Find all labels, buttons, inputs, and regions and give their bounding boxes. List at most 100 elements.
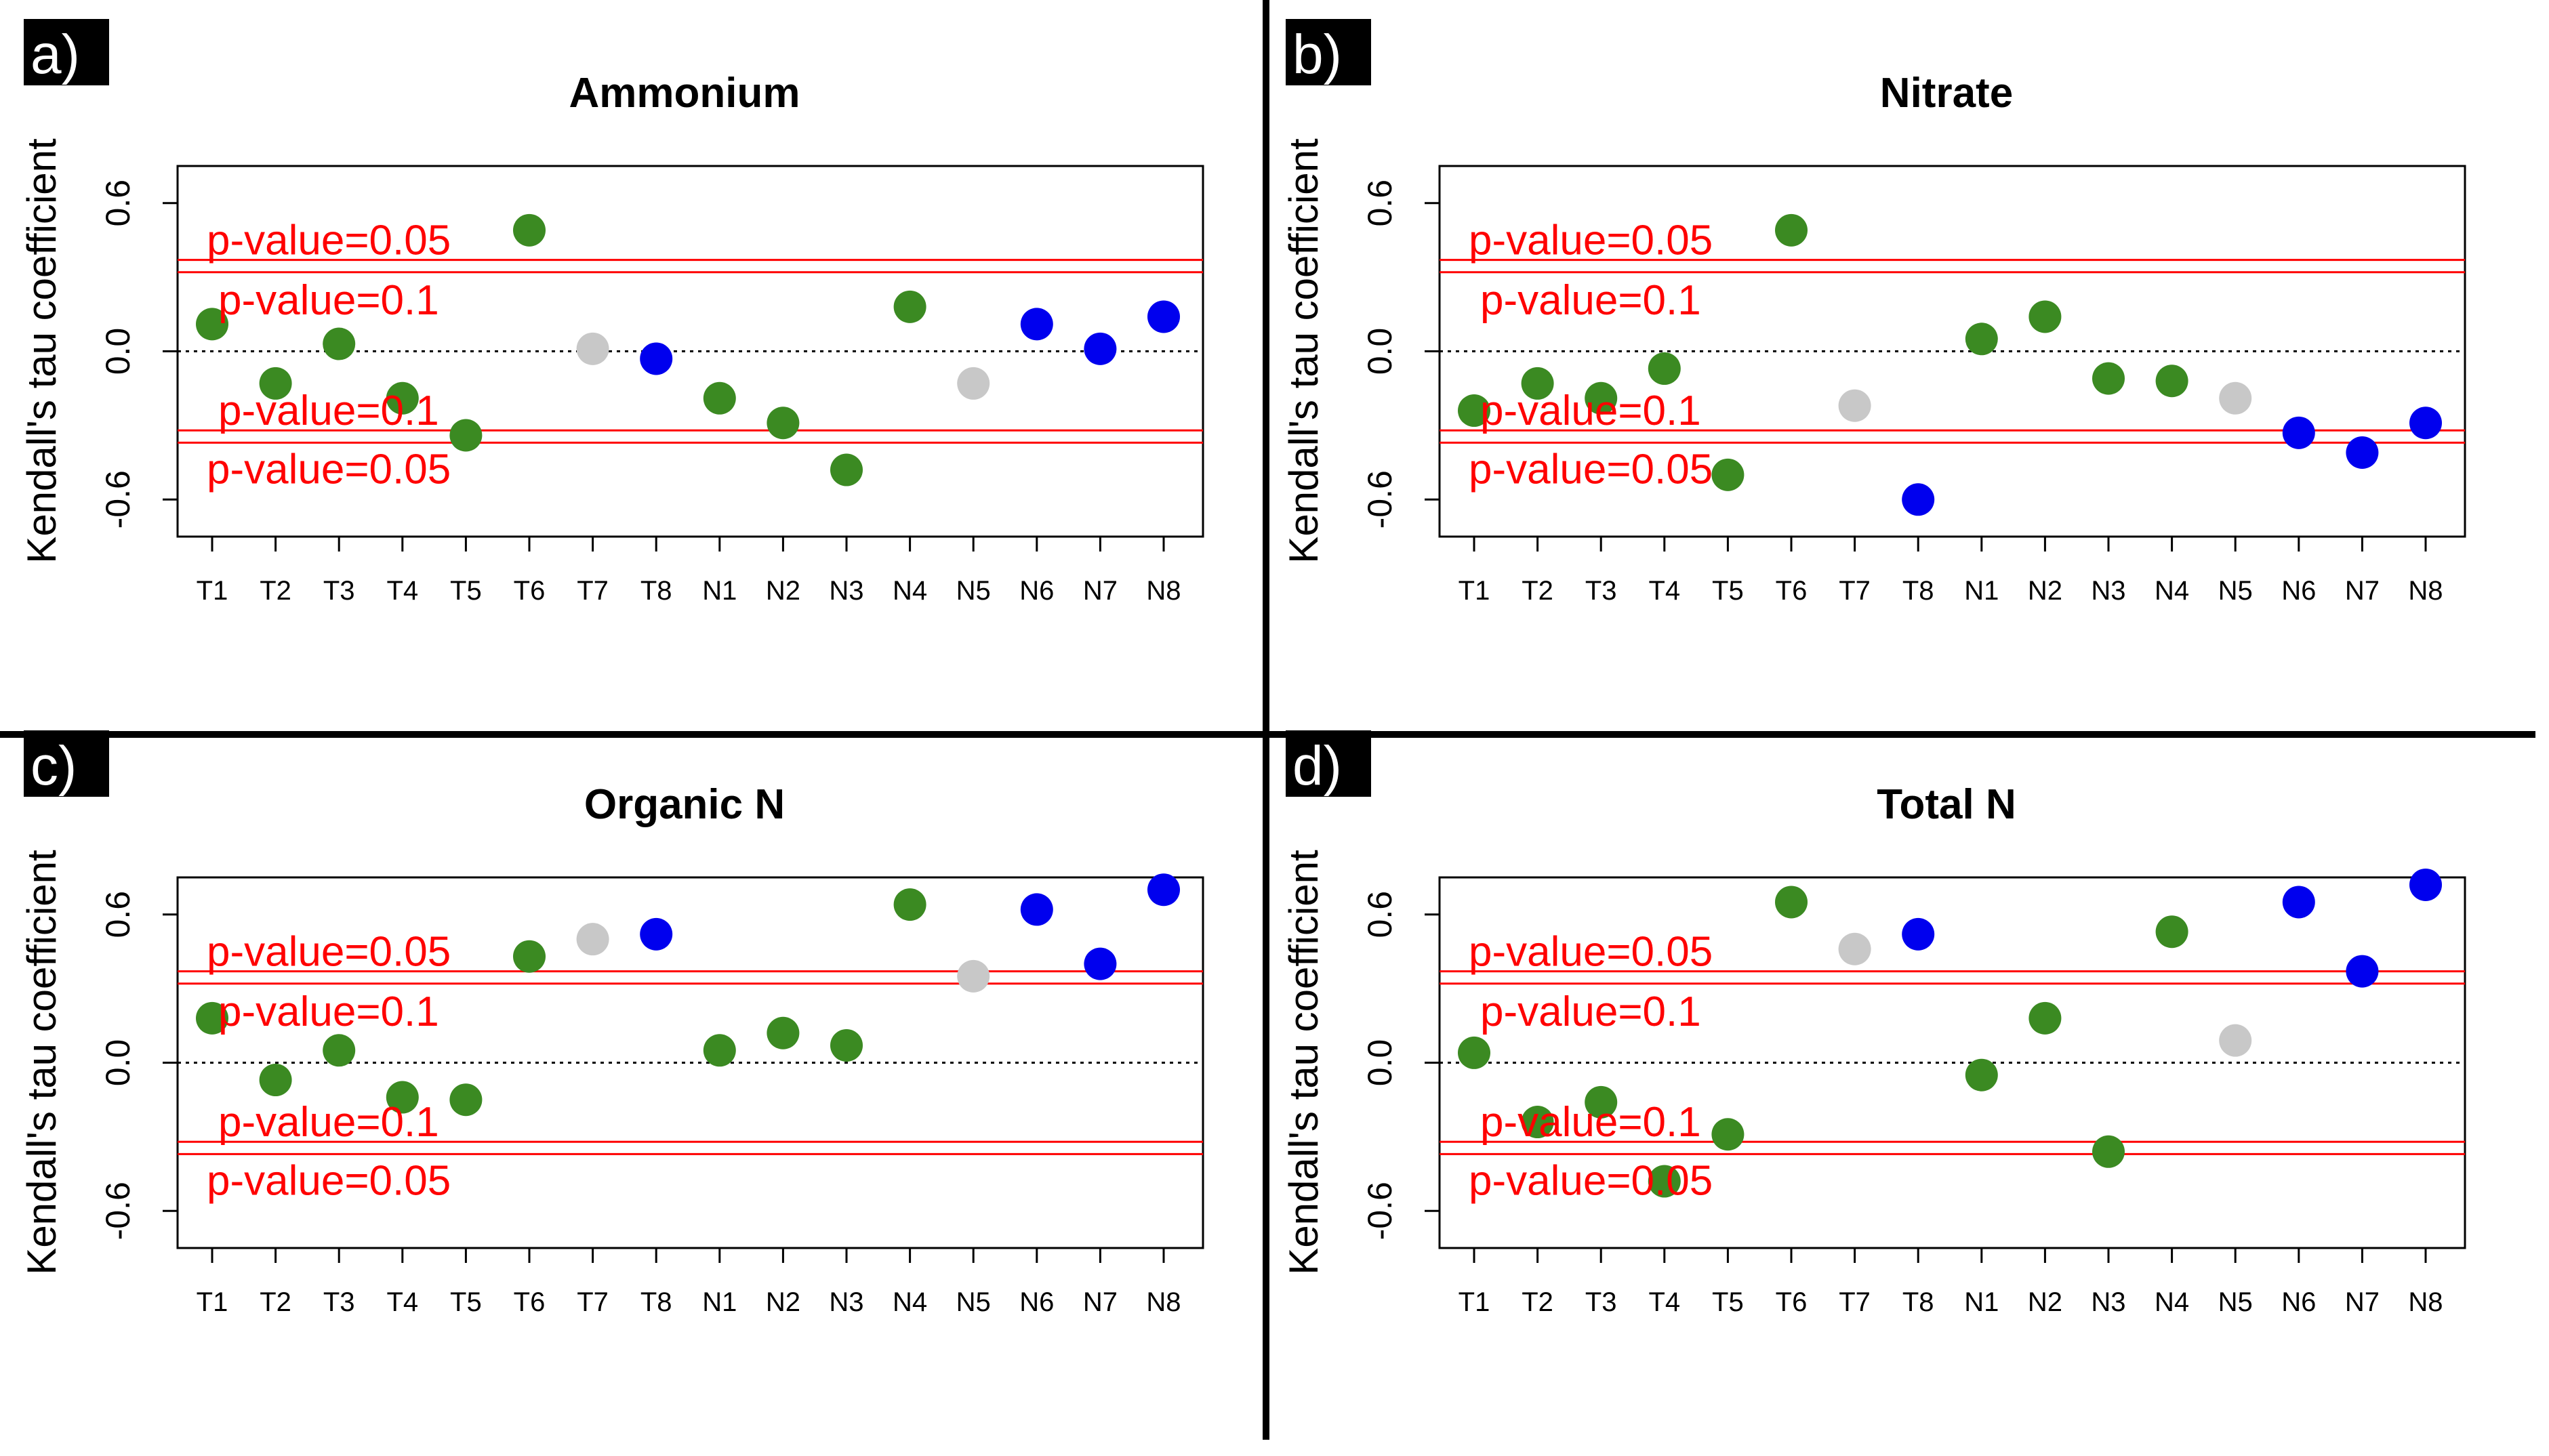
data-point-T3: [323, 1034, 356, 1067]
y-tick-label: 0.0: [99, 1039, 137, 1087]
panel-3: c) Organic N Kendall's tau coefficient -0.6…: [19, 730, 1204, 1317]
x-tick-label: N6: [1019, 1287, 1054, 1317]
y-tick-label: -0.6: [99, 1182, 137, 1240]
x-tick-label: T7: [577, 576, 609, 606]
x-tick-label: N4: [893, 1287, 927, 1317]
data-point-T7: [1838, 389, 1871, 422]
data-point-N4: [2155, 365, 2188, 398]
data-point-N4: [893, 888, 926, 921]
data-point-T7: [576, 332, 609, 365]
reference-line-label: p-value=0.05: [1469, 929, 1713, 976]
x-tick-label: N2: [766, 576, 800, 606]
reference-line-label: p-value=0.05: [207, 446, 451, 493]
data-point-N1: [1965, 1058, 1998, 1091]
data-point-N7: [1084, 332, 1117, 365]
panel-label: b): [1292, 24, 1342, 85]
data-point-N7: [2346, 436, 2379, 470]
x-tick-label: T6: [1776, 1287, 1808, 1317]
x-tick-label: T7: [577, 1287, 609, 1317]
x-tick-label: T1: [197, 1287, 228, 1317]
reference-line-label: p-value=0.05: [207, 217, 451, 264]
data-point-T4: [1648, 1165, 1681, 1198]
data-point-T4: [386, 381, 419, 415]
x-tick-label: N3: [829, 1287, 863, 1317]
x-tick-label: N2: [766, 1287, 800, 1317]
data-point-T7: [576, 923, 609, 956]
x-tick-label: T1: [1459, 1287, 1490, 1317]
data-point-N8: [2409, 868, 2442, 901]
data-point-T3: [323, 327, 356, 360]
x-tick-label: T3: [1585, 1287, 1617, 1317]
x-tick-label: N4: [2155, 1287, 2189, 1317]
reference-line-label: p-value=0.05: [1469, 446, 1713, 493]
data-point-T6: [1775, 886, 1808, 919]
data-point-T6: [1775, 213, 1808, 247]
x-tick-label: N2: [2028, 1287, 2062, 1317]
panel-label-box: [24, 19, 109, 85]
x-tick-label: T8: [1902, 1287, 1934, 1317]
panel-label-box: [1286, 19, 1371, 85]
data-point-T7: [1838, 932, 1871, 965]
chart-title: Total N: [1877, 781, 2016, 828]
x-tick-label: T3: [1585, 576, 1617, 606]
data-point-T8: [1902, 483, 1935, 516]
y-axis-label: Kendall's tau coefficient: [19, 138, 64, 564]
x-tick-label: N7: [1083, 1287, 1118, 1317]
reference-line-label: p-value=0.1: [1480, 388, 1701, 434]
reference-line-label: p-value=0.1: [1480, 1099, 1701, 1146]
data-point-N2: [767, 407, 800, 440]
y-tick-label: 0.0: [1361, 1039, 1399, 1087]
x-tick-label: T5: [1712, 1287, 1744, 1317]
reference-line-label: p-value=0.05: [1469, 1157, 1713, 1204]
x-tick-label: T4: [386, 576, 418, 606]
data-point-N3: [2092, 362, 2125, 395]
x-tick-label: N1: [702, 1287, 737, 1317]
x-tick-label: N5: [2218, 576, 2253, 606]
panel-label: d): [1292, 735, 1342, 797]
data-point-T2: [259, 367, 292, 400]
x-tick-label: T2: [260, 576, 291, 606]
x-tick-label: N3: [829, 576, 863, 606]
data-point-N3: [2092, 1135, 2125, 1168]
data-point-N8: [2409, 407, 2442, 440]
x-tick-label: T6: [514, 576, 546, 606]
x-tick-label: N1: [1964, 576, 1999, 606]
panel-label: c): [30, 735, 77, 797]
reference-line-label: p-value=0.05: [1469, 217, 1713, 264]
data-point-T1: [196, 1001, 228, 1035]
x-tick-label: T7: [1839, 576, 1871, 606]
data-point-N5: [957, 959, 990, 993]
data-point-T4: [386, 1081, 419, 1114]
x-tick-label: T8: [640, 576, 672, 606]
data-point-N1: [1965, 323, 1998, 356]
data-point-N1: [703, 1034, 736, 1067]
data-point-T5: [449, 419, 483, 452]
x-tick-label: N5: [956, 576, 991, 606]
data-point-N2: [767, 1016, 800, 1049]
data-point-N6: [2282, 416, 2315, 449]
y-tick-label: -0.6: [99, 470, 137, 528]
data-point-N7: [2346, 955, 2379, 988]
y-tick-label: -0.6: [1361, 470, 1399, 528]
data-point-N7: [1084, 947, 1117, 980]
data-point-N6: [2282, 886, 2315, 919]
reference-line-label: p-value=0.05: [207, 1157, 451, 1204]
x-tick-label: N6: [2281, 1287, 2316, 1317]
data-point-T5: [1711, 1118, 1745, 1151]
data-point-T2: [1521, 1106, 1554, 1139]
x-tick-label: T3: [323, 1287, 355, 1317]
data-point-T8: [640, 917, 673, 951]
x-tick-label: T3: [323, 576, 355, 606]
x-tick-label: N4: [893, 576, 927, 606]
y-axis-label: Kendall's tau coefficient: [1281, 850, 1326, 1275]
x-tick-label: N5: [956, 1287, 991, 1317]
x-tick-label: N6: [2281, 576, 2316, 606]
x-tick-label: N3: [2091, 1287, 2125, 1317]
reference-line-label: p-value=0.1: [218, 277, 439, 324]
reference-line-label: p-value=0.1: [218, 989, 439, 1035]
x-tick-label: T4: [386, 1287, 418, 1317]
reference-line-label: p-value=0.1: [1480, 989, 1701, 1035]
x-tick-label: N7: [2345, 576, 2380, 606]
panel-label-box: [24, 730, 109, 797]
